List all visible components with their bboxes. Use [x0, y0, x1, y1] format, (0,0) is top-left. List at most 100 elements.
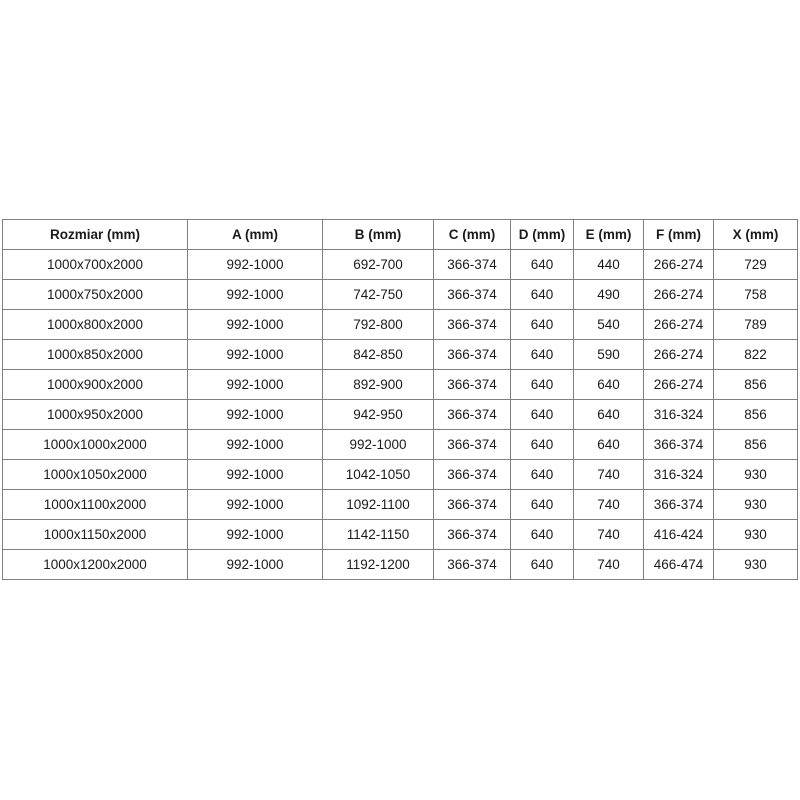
table-cell: 992-1000: [187, 429, 323, 460]
table-cell: 740: [573, 489, 644, 520]
table-cell: 640: [510, 429, 574, 460]
table-row: 1000x950x2000 992-1000 942-950 366-374 640 64…: [2, 399, 798, 430]
table-row: 1000x1150x2000 992-1000 1142-1150 366-374 64…: [2, 519, 798, 550]
table-cell: 316-324: [643, 459, 714, 490]
table-cell: 1000x700x2000: [2, 249, 188, 280]
table-cell: 640: [510, 309, 574, 340]
column-header-d: D (mm): [510, 219, 574, 250]
table-cell: 930: [713, 519, 798, 550]
table-cell: 992-1000: [187, 549, 323, 580]
table-cell: 1000x1200x2000: [2, 549, 188, 580]
table-cell: 992-1000: [322, 429, 434, 460]
table-cell: 316-324: [643, 399, 714, 430]
table-body: 1000x700x2000 992-1000 692-700 366-374 640 44…: [2, 249, 798, 580]
table-cell: 640: [510, 399, 574, 430]
table-cell: 640: [510, 549, 574, 580]
table-cell: 416-424: [643, 519, 714, 550]
table-cell: 366-374: [433, 279, 511, 310]
column-header-b: B (mm): [322, 219, 434, 250]
table-cell: 640: [510, 489, 574, 520]
table-cell: 366-374: [433, 489, 511, 520]
table-header: Rozmiar (mm) A (mm) B (mm) C (mm) D (mm)…: [2, 219, 798, 250]
table-header-row: Rozmiar (mm) A (mm) B (mm) C (mm) D (mm)…: [2, 219, 798, 250]
table-cell: 1000x1150x2000: [2, 519, 188, 550]
table-cell: 266-274: [643, 309, 714, 340]
table-cell: 942-950: [322, 399, 434, 430]
table-row: 1000x900x2000 992-1000 892-900 366-374 640 64…: [2, 369, 798, 400]
table-cell: 490: [573, 279, 644, 310]
table-cell: 1000x1000x2000: [2, 429, 188, 460]
table-row: 1000x700x2000 992-1000 692-700 366-374 640 44…: [2, 249, 798, 280]
table-cell: 366-374: [433, 339, 511, 370]
table-cell: 992-1000: [187, 279, 323, 310]
table-cell: 992-1000: [187, 369, 323, 400]
table-cell: 640: [573, 399, 644, 430]
table-row: 1000x750x2000 992-1000 742-750 366-374 640 49…: [2, 279, 798, 310]
table-cell: 266-274: [643, 369, 714, 400]
table-cell: 1000x850x2000: [2, 339, 188, 370]
table-cell: 640: [573, 369, 644, 400]
column-header-e: E (mm): [573, 219, 644, 250]
table-cell: 1000x900x2000: [2, 369, 188, 400]
table-cell: 1000x1050x2000: [2, 459, 188, 490]
column-header-c: C (mm): [433, 219, 511, 250]
table-cell: 992-1000: [187, 519, 323, 550]
table-row: 1000x1000x2000 992-1000 992-1000 366-374 640…: [2, 429, 798, 460]
table-cell: 740: [573, 549, 644, 580]
table-cell: 366-374: [643, 429, 714, 460]
table-cell: 366-374: [433, 399, 511, 430]
table-cell: 366-374: [433, 519, 511, 550]
table-cell: 992-1000: [187, 339, 323, 370]
table-cell: 366-374: [433, 549, 511, 580]
table-cell: 440: [573, 249, 644, 280]
table-cell: 742-750: [322, 279, 434, 310]
table-cell: 640: [510, 459, 574, 490]
table-cell: 1092-1100: [322, 489, 434, 520]
table-cell: 856: [713, 429, 798, 460]
table-cell: 1142-1150: [322, 519, 434, 550]
column-header-rozmiar: Rozmiar (mm): [2, 219, 188, 250]
table-cell: 266-274: [643, 339, 714, 370]
table-cell: 789: [713, 309, 798, 340]
table-cell: 740: [573, 519, 644, 550]
table-row: 1000x850x2000 992-1000 842-850 366-374 640 59…: [2, 339, 798, 370]
table-cell: 1042-1050: [322, 459, 434, 490]
table-cell: 792-800: [322, 309, 434, 340]
table-cell: 758: [713, 279, 798, 310]
table-row: 1000x800x2000 992-1000 792-800 366-374 640 54…: [2, 309, 798, 340]
table-cell: 842-850: [322, 339, 434, 370]
table-cell: 366-374: [433, 369, 511, 400]
table-cell: 930: [713, 489, 798, 520]
table-cell: 992-1000: [187, 249, 323, 280]
table-cell: 366-374: [643, 489, 714, 520]
column-header-x: X (mm): [713, 219, 798, 250]
table-cell: 692-700: [322, 249, 434, 280]
table-cell: 366-374: [433, 459, 511, 490]
table-cell: 540: [573, 309, 644, 340]
table-cell: 729: [713, 249, 798, 280]
table-cell: 1192-1200: [322, 549, 434, 580]
table-cell: 640: [510, 519, 574, 550]
size-table: Rozmiar (mm) A (mm) B (mm) C (mm) D (mm)…: [2, 219, 798, 580]
table-cell: 992-1000: [187, 399, 323, 430]
table-cell: 992-1000: [187, 459, 323, 490]
table-cell: 1000x750x2000: [2, 279, 188, 310]
table-cell: 856: [713, 399, 798, 430]
column-header-f: F (mm): [643, 219, 714, 250]
table-cell: 366-374: [433, 429, 511, 460]
table-row: 1000x1050x2000 992-1000 1042-1050 366-374 64…: [2, 459, 798, 490]
table-cell: 856: [713, 369, 798, 400]
table-cell: 640: [573, 429, 644, 460]
table-cell: 992-1000: [187, 309, 323, 340]
table-cell: 740: [573, 459, 644, 490]
table-cell: 366-374: [433, 309, 511, 340]
table-cell: 640: [510, 249, 574, 280]
table-cell: 892-900: [322, 369, 434, 400]
table-cell: 1000x950x2000: [2, 399, 188, 430]
column-header-a: A (mm): [187, 219, 323, 250]
table-cell: 590: [573, 339, 644, 370]
table-cell: 266-274: [643, 279, 714, 310]
table-cell: 640: [510, 339, 574, 370]
table-cell: 640: [510, 279, 574, 310]
table-cell: 466-474: [643, 549, 714, 580]
